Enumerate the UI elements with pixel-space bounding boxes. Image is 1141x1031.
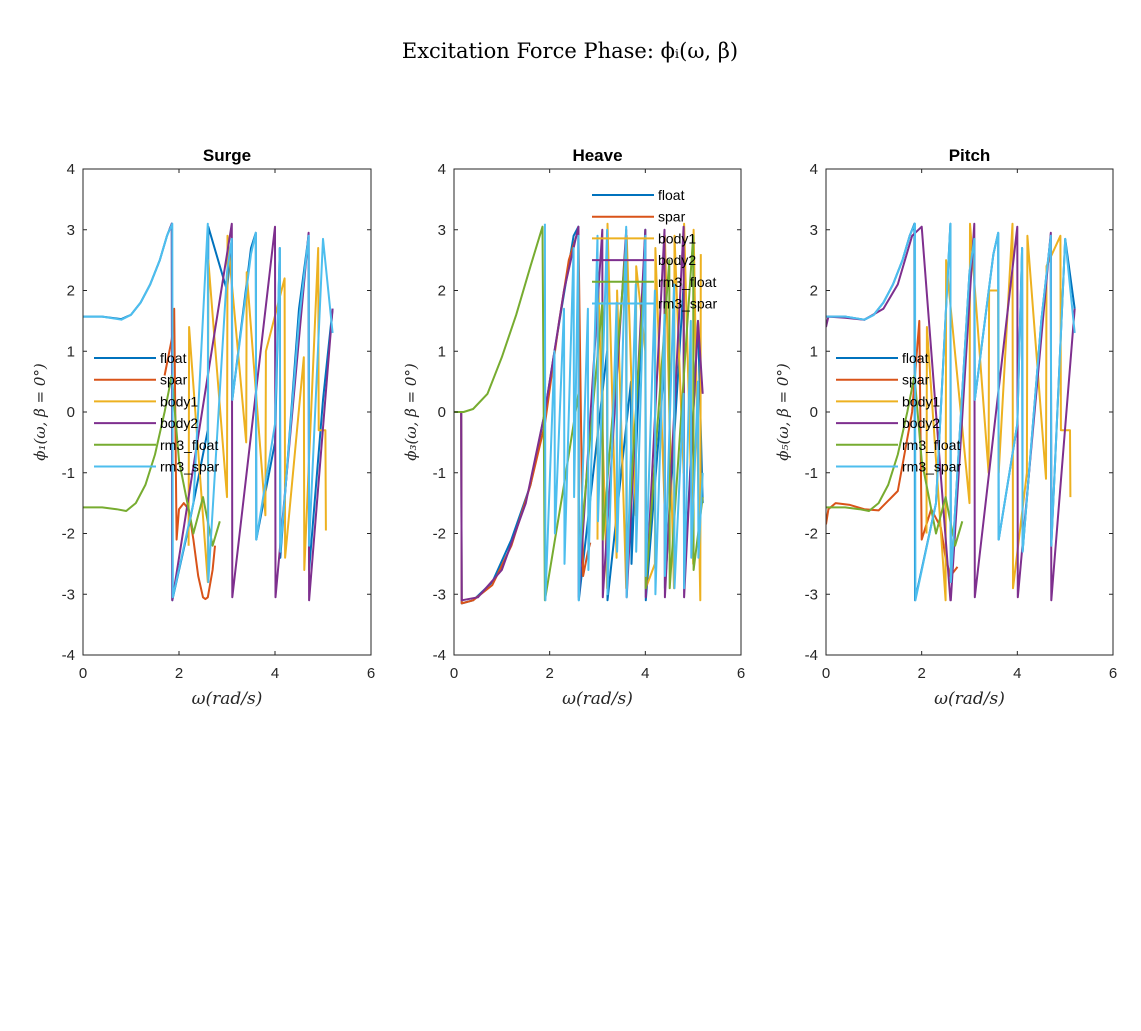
series-group — [826, 222, 1076, 602]
y-tick-label: 0 — [67, 404, 75, 421]
legend-label-body1: body1 — [160, 393, 198, 409]
x-axis-label: ω(rad/s) — [934, 689, 1005, 709]
y-tick-label: -1 — [805, 465, 818, 482]
y-tick-label: -2 — [805, 526, 818, 543]
legend-label-spar: spar — [902, 372, 930, 388]
series-line-rm3_spar — [826, 222, 1076, 602]
x-tick-label: 4 — [1013, 665, 1021, 682]
series-group — [83, 222, 334, 602]
y-tick-label: 4 — [67, 161, 75, 178]
legend-label-rm3_float: rm3_float — [658, 274, 716, 290]
x-tick-label: 2 — [917, 665, 925, 682]
x-tick-label: 6 — [737, 665, 745, 682]
series-line-rm3_float — [83, 374, 221, 547]
y-tick-label: -4 — [805, 647, 818, 664]
x-tick-label: 0 — [822, 665, 830, 682]
y-tick-label: -1 — [433, 465, 446, 482]
series-line-rm3_spar — [543, 223, 704, 602]
y-tick-label: 3 — [67, 222, 75, 239]
y-tick-label: 2 — [67, 283, 75, 300]
y-tick-label: -4 — [62, 647, 75, 664]
x-axis-label: ω(rad/s) — [192, 689, 263, 709]
x-tick-label: 6 — [1109, 665, 1117, 682]
y-tick-label: -3 — [805, 586, 818, 603]
legend-label-float: float — [658, 187, 685, 203]
y-tick-label: -1 — [62, 465, 75, 482]
x-tick-label: 4 — [641, 665, 649, 682]
y-tick-label: 1 — [67, 343, 75, 360]
legend: float spar body1 body2 rm3_float rm3_spar — [94, 350, 219, 475]
panel-title: Heave — [572, 146, 622, 165]
x-tick-label: 0 — [450, 665, 458, 682]
y-tick-label: -3 — [433, 586, 446, 603]
y-tick-label: -3 — [62, 586, 75, 603]
y-tick-label: -2 — [62, 526, 75, 543]
y-tick-label: 4 — [810, 161, 818, 178]
x-tick-label: 4 — [271, 665, 279, 682]
legend-label-float: float — [160, 350, 187, 366]
y-tick-label: 0 — [810, 404, 818, 421]
x-tick-label: 2 — [545, 665, 553, 682]
legend-label-body2: body2 — [902, 415, 940, 431]
y-tick-label: 0 — [438, 404, 446, 421]
legend-label-float: float — [902, 350, 929, 366]
x-tick-label: 6 — [367, 665, 375, 682]
x-tick-label: 2 — [175, 665, 183, 682]
legend-label-rm3_spar: rm3_spar — [160, 459, 219, 475]
series-line-rm3_float — [826, 374, 964, 547]
panel-title: Pitch — [949, 146, 991, 165]
legend: float spar body1 body2 rm3_float rm3_spar — [836, 350, 961, 475]
y-tick-label: 2 — [810, 283, 818, 300]
y-tick-label: -4 — [433, 647, 446, 664]
legend-label-rm3_spar: rm3_spar — [902, 459, 961, 475]
y-tick-label: 2 — [438, 283, 446, 300]
y-axis-label: ϕ₅(ω, β = 0°) — [774, 363, 792, 461]
y-tick-label: 1 — [438, 343, 446, 360]
series-group — [454, 222, 704, 605]
series-line-spar — [826, 319, 959, 577]
y-tick-label: -2 — [433, 526, 446, 543]
y-axis-label: ϕ₃(ω, β = 0°) — [402, 363, 420, 461]
legend-label-body2: body2 — [658, 252, 696, 268]
series-line-rm3_spar — [83, 222, 334, 599]
legend-label-body1: body1 — [658, 230, 696, 246]
legend-label-body1: body1 — [902, 393, 940, 409]
panel-title: Surge — [203, 146, 251, 165]
y-tick-label: 3 — [810, 222, 818, 239]
y-tick-label: 3 — [438, 222, 446, 239]
y-axis-label: ϕ₁(ω, β = 0°) — [31, 363, 49, 461]
y-tick-label: 1 — [810, 343, 818, 360]
y-tick-label: 4 — [438, 161, 446, 178]
legend-label-spar: spar — [160, 372, 188, 388]
legend-label-rm3_spar: rm3_spar — [658, 296, 717, 312]
legend-label-body2: body2 — [160, 415, 198, 431]
legend-label-rm3_float: rm3_float — [902, 437, 960, 453]
series-line-body1 — [596, 222, 702, 602]
x-tick-label: 0 — [79, 665, 87, 682]
legend-label-rm3_float: rm3_float — [160, 437, 218, 453]
legend: float spar body1 body2 rm3_float rm3_spar — [592, 187, 717, 312]
legend-label-spar: spar — [658, 209, 686, 225]
x-axis-label: ω(rad/s) — [562, 689, 633, 709]
figure-title: Excitation Force Phase: ϕᵢ(ω, β) — [402, 39, 738, 63]
